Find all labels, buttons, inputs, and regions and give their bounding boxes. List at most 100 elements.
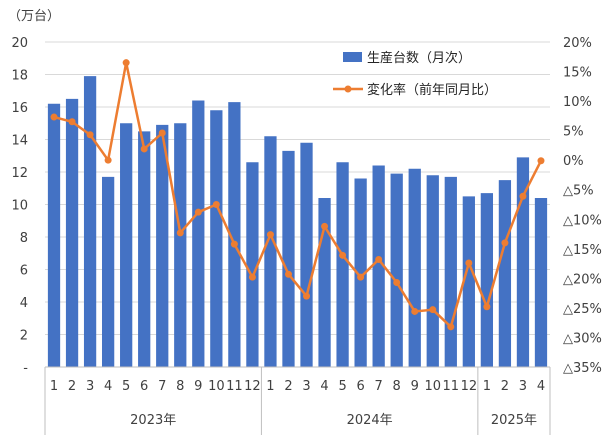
line-marker [483, 303, 491, 311]
line-marker [537, 157, 545, 165]
bar [390, 173, 403, 367]
left-tick-label: - [23, 361, 28, 376]
x-tick-label: 8 [176, 379, 184, 394]
line-marker [140, 145, 148, 153]
bar [354, 178, 367, 367]
left-tick-label: 4 [20, 296, 28, 311]
bar [65, 98, 79, 367]
x-tick-label: 8 [393, 379, 401, 394]
line-marker [501, 239, 509, 247]
bar [498, 180, 512, 367]
right-tick-label: △30% [563, 331, 602, 346]
right-tick-label: △5% [563, 184, 594, 199]
line-marker [465, 259, 473, 267]
line-marker [68, 118, 76, 126]
line-marker [447, 323, 455, 331]
left-tick-label: 10 [11, 199, 28, 214]
line-marker [104, 156, 112, 164]
bar [480, 193, 494, 367]
line-marker [519, 192, 527, 200]
legend-label-bar: 生産台数（月次） [367, 50, 471, 66]
right-tick-label: △35% [563, 361, 602, 376]
bar [372, 165, 385, 367]
x-tick-label: 4 [104, 379, 112, 394]
line-marker [122, 59, 130, 67]
line-marker [50, 113, 58, 121]
bar [282, 150, 295, 367]
right-tick-label: △25% [563, 302, 602, 317]
legend: 生産台数（月次） 変化率（前年同月比） [333, 50, 497, 98]
x-tick-label: 9 [194, 379, 202, 394]
x-tick-label: 2 [68, 379, 76, 394]
line-marker [393, 279, 401, 286]
left-tick-label: 18 [11, 69, 28, 84]
right-tick-label: 0% [563, 154, 584, 169]
bar [462, 196, 475, 367]
x-group-label: 2025年 [491, 413, 537, 428]
left-tick-label: 12 [11, 166, 28, 181]
line-marker [284, 270, 292, 278]
legend-label-line: 変化率（前年同月比） [367, 82, 497, 98]
right-tick-label: 15% [563, 66, 592, 81]
bar [228, 102, 241, 367]
line-marker [194, 208, 202, 216]
bar [156, 124, 169, 367]
bar [210, 110, 223, 367]
bar [264, 136, 277, 367]
x-tick-label: 3 [302, 379, 310, 394]
line-marker [158, 129, 166, 137]
line-marker [86, 131, 94, 139]
legend-swatch-bar [343, 52, 362, 62]
x-tick-label: 2 [284, 379, 292, 394]
line-marker [230, 240, 238, 248]
x-tick-label: 6 [356, 379, 364, 394]
bar [300, 142, 313, 367]
left-tick-label: 16 [11, 101, 28, 116]
x-tick-label: 6 [140, 379, 148, 394]
x-tick-label: 10 [424, 379, 441, 394]
bar-series [47, 76, 548, 367]
x-tick-label: 4 [537, 379, 545, 394]
bar [192, 100, 205, 367]
right-tick-label: 10% [563, 95, 592, 110]
x-tick-label: 4 [320, 379, 328, 394]
bar [534, 198, 548, 367]
x-tick-label: 10 [208, 379, 225, 394]
right-tick-label: △20% [563, 272, 602, 287]
x-tick-label: 1 [50, 379, 58, 394]
x-tick-label: 5 [122, 379, 130, 394]
line-marker [357, 273, 365, 281]
x-tick-label: 3 [519, 379, 527, 394]
line-marker [321, 222, 329, 230]
x-tick-label: 1 [266, 379, 274, 394]
left-axis-unit-label: （万台） [8, 9, 60, 24]
line-path [53, 61, 543, 329]
line-marker [303, 292, 311, 300]
line-marker [212, 201, 220, 208]
x-tick-label: 11 [226, 379, 243, 394]
left-tick-label: 2 [20, 329, 28, 344]
bar [336, 162, 349, 367]
line-marker [339, 251, 347, 259]
bar [426, 175, 439, 367]
left-tick-label: 8 [20, 231, 28, 246]
bar [101, 176, 115, 367]
line-marker [375, 255, 383, 263]
legend-swatch-marker [344, 85, 352, 93]
left-tick-label: 14 [11, 134, 28, 149]
x-tick-label: 7 [158, 379, 166, 394]
x-tick-label: 1 [483, 379, 491, 394]
x-tick-label: 11 [443, 379, 460, 394]
x-tick-label: 3 [86, 379, 94, 394]
bar [246, 162, 259, 367]
x-tick-label: 2 [501, 379, 509, 394]
x-tick-label: 12 [461, 379, 478, 394]
x-tick-label: 9 [411, 379, 419, 394]
left-tick-label: 20 [11, 36, 28, 51]
bar [120, 123, 133, 367]
line-marker [176, 229, 184, 237]
line-marker [248, 273, 256, 281]
right-tick-label: △15% [563, 243, 602, 258]
